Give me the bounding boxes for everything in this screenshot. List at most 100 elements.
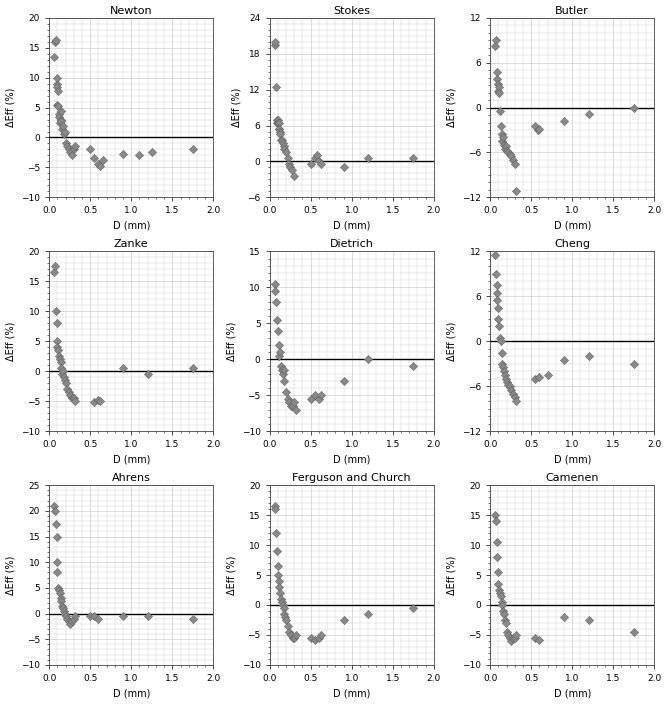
Point — [494, 321, 504, 332]
Point — [55, 117, 65, 128]
Point — [490, 510, 500, 521]
Point — [51, 318, 62, 329]
Point — [270, 503, 281, 515]
Point — [628, 358, 639, 370]
Point — [279, 608, 289, 620]
Point — [273, 114, 283, 125]
Point — [93, 159, 104, 170]
Point — [51, 78, 62, 89]
Point — [58, 365, 69, 377]
Point — [275, 593, 286, 605]
Point — [408, 603, 419, 614]
X-axis label: D (mm): D (mm) — [333, 689, 370, 698]
Point — [501, 377, 512, 388]
Point — [530, 373, 540, 384]
Point — [49, 500, 59, 511]
Point — [85, 144, 95, 155]
Point — [511, 629, 522, 641]
Point — [65, 618, 76, 629]
Point — [584, 615, 594, 626]
Point — [285, 629, 296, 641]
Title: Camenen: Camenen — [546, 473, 599, 483]
Point — [277, 365, 287, 376]
Point — [53, 85, 63, 96]
Point — [142, 369, 153, 380]
Point — [309, 153, 320, 164]
Point — [274, 123, 285, 134]
Point — [273, 123, 284, 134]
Point — [496, 591, 506, 602]
Point — [279, 144, 289, 155]
Point — [315, 389, 326, 401]
Point — [289, 397, 299, 408]
Point — [490, 34, 501, 46]
Point — [559, 611, 570, 622]
Y-axis label: ΔEff (%): ΔEff (%) — [446, 555, 456, 595]
Point — [313, 156, 324, 167]
Point — [510, 158, 520, 170]
Point — [69, 144, 79, 155]
Point — [59, 608, 70, 619]
Point — [53, 345, 63, 356]
Point — [58, 120, 69, 131]
Point — [187, 363, 198, 374]
Point — [93, 394, 104, 406]
Point — [49, 36, 60, 47]
Point — [493, 567, 504, 578]
Point — [95, 396, 105, 407]
Point — [511, 396, 522, 407]
Point — [273, 339, 284, 351]
Point — [494, 584, 504, 596]
Point — [285, 162, 295, 173]
Point — [492, 66, 502, 77]
Point — [56, 363, 67, 374]
Point — [52, 557, 63, 568]
Point — [500, 141, 511, 152]
Title: Newton: Newton — [110, 6, 153, 15]
Point — [291, 404, 301, 415]
Point — [495, 332, 506, 343]
Point — [490, 250, 500, 261]
Point — [312, 150, 323, 161]
Point — [542, 370, 553, 381]
Point — [492, 294, 503, 306]
Point — [493, 313, 504, 325]
Point — [289, 632, 299, 643]
Point — [511, 186, 522, 197]
Y-axis label: ΔEff (%): ΔEff (%) — [226, 555, 236, 595]
X-axis label: D (mm): D (mm) — [113, 689, 150, 698]
Point — [57, 601, 67, 612]
Point — [49, 51, 59, 62]
Point — [51, 518, 61, 529]
Point — [281, 147, 291, 158]
Point — [338, 615, 349, 626]
Point — [315, 159, 326, 170]
Point — [628, 627, 639, 638]
Point — [53, 585, 64, 596]
Point — [534, 123, 545, 134]
Point — [508, 154, 518, 165]
Point — [187, 613, 198, 624]
Point — [508, 632, 518, 643]
Point — [496, 336, 506, 347]
Point — [59, 605, 69, 617]
Point — [273, 325, 283, 336]
Point — [496, 128, 507, 139]
Point — [51, 531, 62, 542]
Point — [363, 153, 374, 164]
Point — [55, 593, 66, 604]
Point — [53, 582, 63, 593]
Point — [501, 627, 512, 638]
Point — [275, 346, 285, 358]
Y-axis label: ΔEff (%): ΔEff (%) — [5, 555, 15, 595]
Point — [305, 159, 316, 170]
Point — [142, 610, 153, 622]
X-axis label: D (mm): D (mm) — [554, 689, 591, 698]
Point — [500, 615, 510, 626]
Point — [277, 596, 287, 608]
Point — [278, 603, 289, 614]
Point — [499, 608, 510, 620]
Point — [53, 100, 63, 111]
Point — [51, 34, 61, 46]
Point — [134, 150, 145, 161]
